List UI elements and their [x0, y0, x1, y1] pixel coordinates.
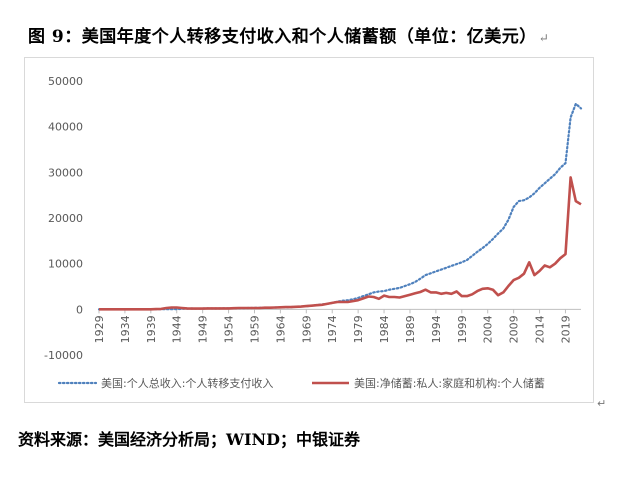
- chart-frame: [24, 57, 594, 403]
- series-layer: [97, 102, 583, 311]
- x-tick-label: 1959: [248, 315, 261, 343]
- series-line-personal-saving: [99, 176, 582, 311]
- x-tick-label: 2019: [559, 315, 572, 343]
- x-tick-label: 1944: [171, 315, 184, 343]
- y-tick-label: 20000: [48, 212, 83, 225]
- figure-title: 图 9：美国年度个人转移支付收入和个人储蓄额（单位：亿美元） ↵: [28, 27, 550, 47]
- legend: 美国:个人总收入:个人转移支付收入 美国:净储蓄:私人:家庭和机构:个人储蓄: [57, 376, 545, 390]
- x-tick-label: 1979: [352, 315, 365, 343]
- y-tick-label: -10000: [44, 349, 83, 362]
- x-tick-label: 1989: [404, 315, 417, 343]
- x-tick-label: 1929: [93, 315, 106, 343]
- y-tick-label: 50000: [48, 75, 83, 88]
- x-tick-label: 2009: [508, 315, 521, 343]
- paragraph-mark: ↵: [597, 397, 607, 410]
- x-tick-label: 1964: [274, 315, 287, 343]
- x-tick-label: 2004: [482, 315, 495, 343]
- x-tick-label: 1994: [430, 315, 443, 343]
- line-chart: -10000 0 10000 20000 30000 40000 50000 1929 193…: [44, 75, 583, 390]
- legend-label-personal-saving: 美国:净储蓄:私人:家庭和机构:个人储蓄: [354, 376, 545, 390]
- source-note: 资料来源：美国经济分析局；WIND；中银证券: [18, 430, 360, 449]
- y-tick-label: 30000: [48, 166, 83, 179]
- y-tick-label: 40000: [48, 121, 83, 134]
- y-tick-label: 10000: [48, 258, 83, 271]
- y-tick-label: 0: [76, 303, 83, 316]
- x-axis: 1929 1934 1939 1944 1949 1954 1959 1964 1969 1974…: [93, 309, 572, 343]
- x-tick-label: 1954: [223, 315, 236, 343]
- x-tick-label: 1949: [197, 315, 210, 343]
- x-tick-label: 1974: [326, 315, 339, 343]
- x-tick-label: 1939: [145, 315, 158, 343]
- y-axis: -10000 0 10000 20000 30000 40000 50000: [44, 75, 83, 362]
- series-line-transfer-income: [97, 102, 583, 311]
- x-tick-label: 1999: [456, 315, 469, 343]
- x-tick-label: 2014: [534, 315, 547, 343]
- x-tick-label: 1969: [300, 315, 313, 343]
- legend-label-transfer-income: 美国:个人总收入:个人转移支付收入: [101, 376, 273, 390]
- x-tick-label: 1984: [378, 315, 391, 343]
- x-tick-label: 1934: [119, 315, 132, 343]
- paragraph-mark: ↵: [538, 31, 550, 45]
